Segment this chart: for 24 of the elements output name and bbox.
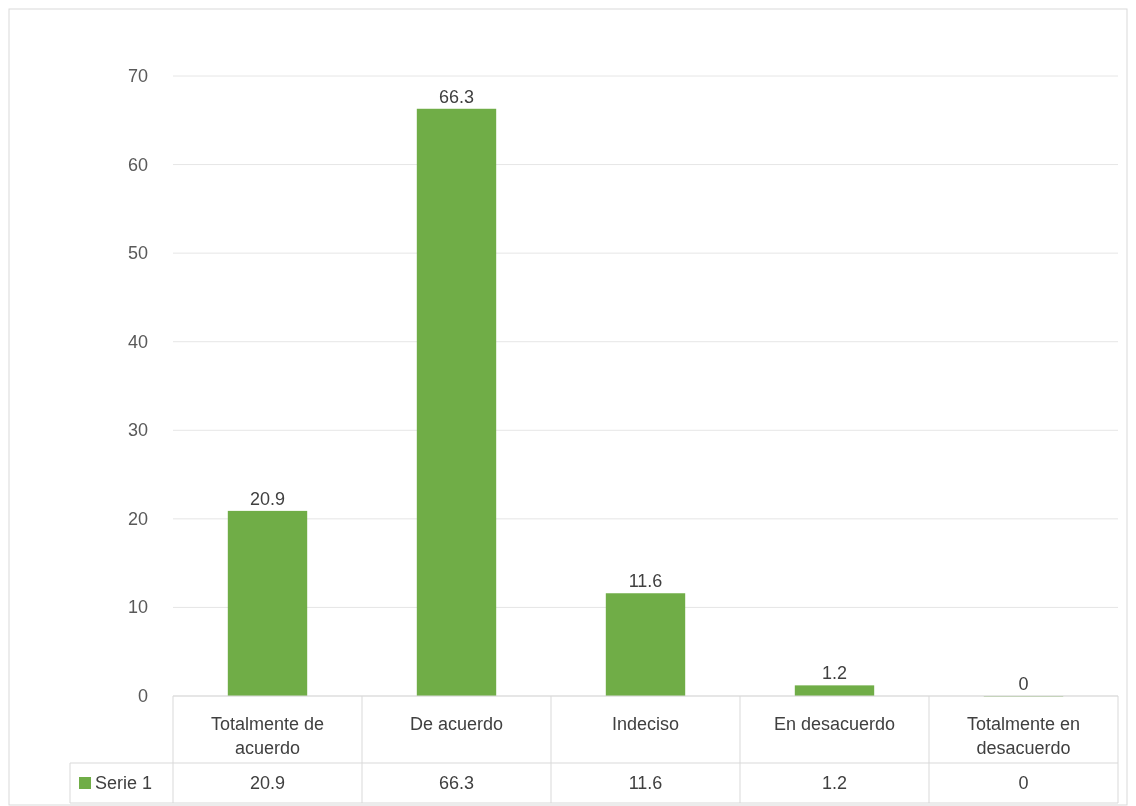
x-tick-label: Indeciso <box>611 714 680 734</box>
y-tick-label: 20 <box>127 508 148 529</box>
data-label: 0 <box>1018 674 1029 694</box>
y-tick-label: 50 <box>127 243 148 264</box>
y-tick-label: 30 <box>127 420 148 441</box>
text: 11.6 <box>628 773 663 793</box>
x-tick-label: Totalmente de acuerdo <box>210 714 325 758</box>
x-tick-label: En desacuerdo <box>773 714 896 734</box>
x-tick-label: De acuerdo <box>409 714 504 734</box>
data-label: 1.2 <box>821 663 848 684</box>
text: 0 <box>1018 773 1029 793</box>
legend-label: Serie 1 <box>95 773 153 793</box>
data-label: 11.6 <box>628 571 663 592</box>
x-tick-label: Totalmente en desacuerdo <box>966 714 1081 758</box>
y-tick-label: 70 <box>127 66 148 86</box>
y-tick-label: 60 <box>127 154 148 175</box>
text: 66.3 <box>438 773 475 793</box>
y-tick-label: 40 <box>127 331 148 352</box>
y-tick-label: 0 <box>137 686 148 706</box>
text: 20.9 <box>249 773 286 793</box>
text: 1.2 <box>821 773 848 793</box>
data-label: 20.9 <box>249 488 286 509</box>
data-label: 66.3 <box>438 86 475 107</box>
y-tick-label: 10 <box>127 597 148 618</box>
